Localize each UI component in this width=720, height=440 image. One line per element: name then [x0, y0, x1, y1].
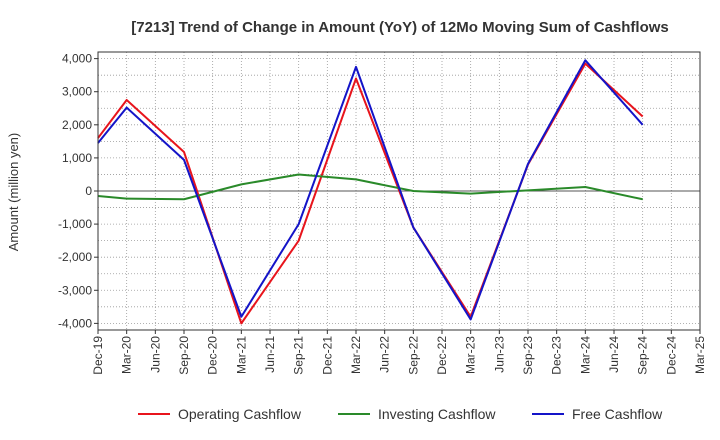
- x-tick-label: Mar-24: [578, 336, 592, 374]
- chart-title: [7213] Trend of Change in Amount (YoY) o…: [131, 19, 669, 36]
- legend-label: Operating Cashflow: [178, 406, 302, 422]
- x-tick-label: Mar-25: [693, 336, 707, 374]
- y-tick-label: -1,000: [58, 217, 92, 231]
- x-tick-label: Sep-20: [177, 336, 191, 375]
- x-tick-label: Dec-22: [435, 336, 449, 375]
- x-tick-label: Sep-24: [636, 336, 650, 375]
- y-tick-label: -3,000: [58, 283, 92, 297]
- x-axis-ticks: Dec-19 Mar-20 Jun-20 Sep-20 Dec-20 Mar-21 Jun-…: [91, 330, 707, 375]
- y-tick-label: 2,000: [62, 118, 92, 132]
- legend: Operating Cashflow Investing Cashflow Free…: [138, 406, 663, 422]
- y-axis-label: Amount (million yen): [6, 133, 21, 252]
- x-tick-label: Dec-23: [550, 336, 564, 375]
- series-line-investing-cashflow: [97, 173, 643, 201]
- x-tick-label: Sep-22: [406, 336, 420, 375]
- x-tick-label: Dec-20: [206, 336, 220, 375]
- x-tick-label: Dec-24: [664, 336, 678, 375]
- y-tick-label: -4,000: [58, 316, 92, 330]
- series-line-free-cashflow: [97, 59, 644, 321]
- x-tick-label: Mar-21: [234, 336, 248, 374]
- x-tick-label: Mar-20: [120, 336, 134, 374]
- y-tick-label: 1,000: [62, 151, 92, 165]
- x-tick-label: Sep-23: [521, 336, 535, 375]
- series-lines: [97, 59, 644, 325]
- x-tick-label: Jun-21: [263, 336, 277, 373]
- x-tick-label: Jun-24: [607, 336, 621, 373]
- x-tick-label: Dec-21: [320, 336, 334, 375]
- y-tick-label: 4,000: [62, 52, 92, 66]
- x-tick-label: Mar-23: [464, 336, 478, 374]
- y-tick-label: 3,000: [62, 85, 92, 99]
- legend-label: Investing Cashflow: [378, 406, 496, 422]
- y-tick-label: 0: [85, 184, 92, 198]
- legend-label: Free Cashflow: [572, 406, 663, 422]
- x-tick-label: Jun-20: [148, 336, 162, 373]
- y-tick-label: -2,000: [58, 250, 92, 264]
- x-tick-label: Mar-22: [349, 336, 363, 374]
- x-tick-label: Sep-21: [292, 336, 306, 375]
- x-tick-label: Dec-19: [91, 336, 105, 375]
- x-tick-label: Jun-22: [378, 336, 392, 373]
- x-tick-label: Jun-23: [492, 336, 506, 373]
- y-axis-ticks: -4,000 -3,000 -2,000 -1,000 0 1,000 2,000 3,000…: [58, 52, 98, 330]
